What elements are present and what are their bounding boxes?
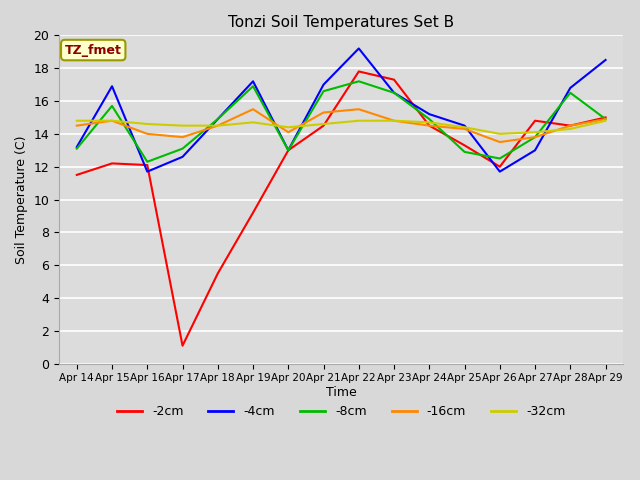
Title: Tonzi Soil Temperatures Set B: Tonzi Soil Temperatures Set B <box>228 15 454 30</box>
Legend: -2cm, -4cm, -8cm, -16cm, -32cm: -2cm, -4cm, -8cm, -16cm, -32cm <box>112 400 570 423</box>
X-axis label: Time: Time <box>326 386 356 399</box>
Y-axis label: Soil Temperature (C): Soil Temperature (C) <box>15 135 28 264</box>
Text: TZ_fmet: TZ_fmet <box>65 44 122 57</box>
